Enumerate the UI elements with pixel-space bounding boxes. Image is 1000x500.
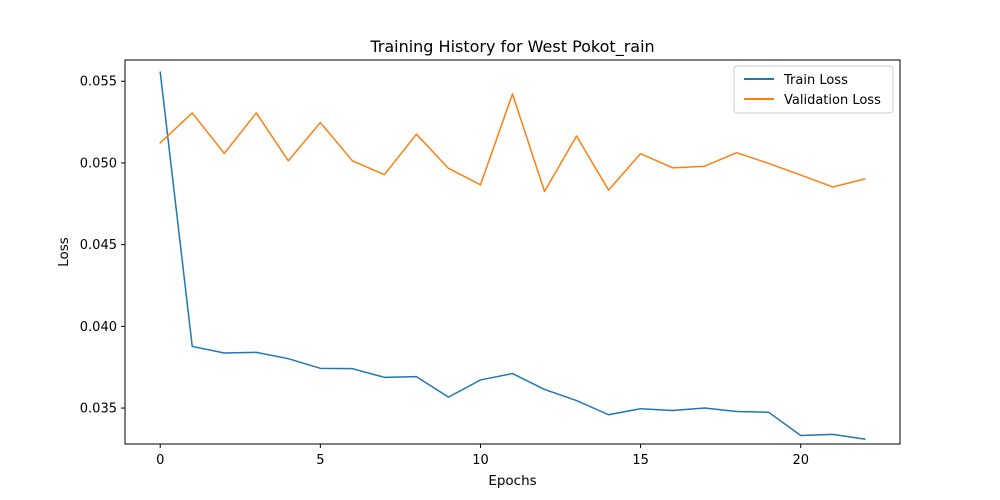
legend-label-validation-loss: Validation Loss — [784, 93, 881, 108]
y-axis: 0.035 0.040 0.045 0.050 0.055 — [80, 75, 125, 417]
x-axis-title: Epochs — [488, 473, 536, 489]
plot-frame — [124, 59, 901, 445]
x-tick-label: 5 — [316, 453, 324, 468]
plot-area — [159, 71, 866, 440]
y-tick-label: 0.055 — [80, 75, 117, 90]
series-line-validation-loss — [159, 93, 866, 193]
x-tick-label: 10 — [472, 453, 489, 468]
legend-label-train-loss: Train Loss — [783, 73, 848, 88]
y-tick-label: 0.050 — [80, 156, 117, 171]
x-axis: 0 5 10 15 20 — [156, 444, 809, 468]
x-tick-label: 0 — [156, 453, 164, 468]
y-tick-label: 0.045 — [80, 238, 117, 253]
x-tick-label: 20 — [792, 453, 809, 468]
y-tick-label: 0.035 — [80, 402, 117, 417]
y-axis-title: Loss — [56, 237, 72, 267]
chart-title: Training History for West Pokot_rain — [369, 37, 654, 57]
series-line-train-loss — [159, 71, 866, 440]
legend-box — [733, 65, 894, 114]
x-tick-label: 15 — [632, 453, 649, 468]
y-tick-label: 0.040 — [80, 320, 117, 335]
legend: Train Loss Validation Loss — [733, 65, 894, 114]
